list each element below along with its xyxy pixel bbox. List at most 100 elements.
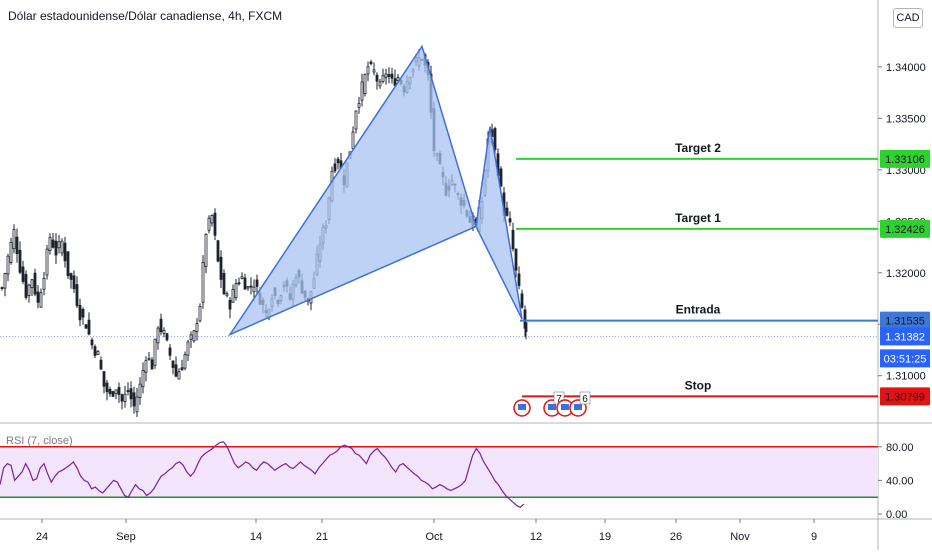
candle-body bbox=[514, 248, 518, 271]
candle-body bbox=[174, 364, 178, 377]
candle-body bbox=[249, 285, 253, 288]
candle-body bbox=[207, 217, 211, 231]
pattern-triangle-bcd bbox=[475, 126, 523, 320]
rsi-tick-label: 0.00 bbox=[886, 509, 907, 521]
candle-body bbox=[12, 229, 16, 250]
candle-body bbox=[3, 273, 7, 289]
event-count-box bbox=[579, 391, 591, 405]
price-tick-label: 1.32000 bbox=[886, 268, 926, 280]
candle-body bbox=[375, 74, 379, 82]
level-price-label-entrada: 1.31535 bbox=[885, 316, 925, 328]
candle-body bbox=[141, 370, 145, 388]
level-price-label-target-1: 1.32426 bbox=[885, 224, 925, 236]
candle-body bbox=[120, 394, 124, 402]
candle-body bbox=[54, 240, 58, 256]
candle-body bbox=[111, 391, 115, 397]
candle-body bbox=[0, 287, 4, 289]
candle-body bbox=[384, 73, 388, 78]
time-tick-label: 14 bbox=[250, 531, 262, 543]
economic-event-icon[interactable] bbox=[543, 391, 565, 417]
candle-body bbox=[240, 276, 244, 279]
candle-body bbox=[393, 78, 397, 86]
candle-body bbox=[99, 359, 103, 370]
time-tick-label: 24 bbox=[36, 531, 48, 543]
currency-button[interactable]: CAD bbox=[893, 8, 923, 28]
candle-body bbox=[9, 242, 13, 263]
candle-body bbox=[198, 305, 202, 322]
level-label-target-1: Target 1 bbox=[675, 211, 721, 225]
countdown-badge bbox=[880, 349, 930, 368]
candle-body bbox=[517, 273, 521, 286]
candle-body bbox=[192, 330, 196, 342]
candle-body bbox=[78, 304, 82, 321]
candle-body bbox=[159, 318, 163, 333]
candle-body bbox=[396, 77, 400, 81]
candle-body bbox=[75, 284, 79, 307]
candle-body bbox=[33, 272, 37, 295]
level-price-badge-target-1 bbox=[880, 219, 930, 238]
candle-body bbox=[90, 339, 94, 346]
candle-body bbox=[57, 241, 61, 249]
candle-body bbox=[505, 207, 509, 216]
level-label-target-2: Target 2 bbox=[675, 141, 721, 155]
candle-body bbox=[387, 74, 391, 77]
candle-body bbox=[378, 81, 382, 87]
flag-glyph bbox=[561, 404, 569, 410]
candle-body bbox=[252, 286, 256, 293]
candle-body bbox=[390, 73, 394, 79]
candle-body bbox=[168, 347, 172, 356]
candle-body bbox=[24, 274, 28, 298]
candle-body bbox=[234, 283, 238, 298]
candle-body bbox=[18, 249, 22, 273]
candle-body bbox=[147, 357, 151, 360]
candle-body bbox=[129, 388, 133, 400]
economic-event-icon[interactable] bbox=[513, 399, 531, 417]
time-tick-label: Sep bbox=[116, 531, 136, 543]
candle-body bbox=[102, 371, 106, 387]
time-tick-label: 12 bbox=[530, 531, 542, 543]
candle-body bbox=[183, 354, 187, 369]
candle-body bbox=[243, 277, 247, 290]
candle-body bbox=[123, 393, 127, 402]
flag-glyph bbox=[548, 404, 556, 410]
economic-event-icon[interactable] bbox=[569, 391, 591, 417]
candle-body bbox=[499, 168, 503, 187]
candle-body bbox=[108, 389, 112, 394]
candle-body bbox=[255, 279, 259, 287]
current-price-badge bbox=[880, 327, 930, 346]
candle-body bbox=[21, 266, 25, 282]
candle-body bbox=[96, 351, 100, 355]
price-tick-label: 1.33500 bbox=[886, 113, 926, 125]
event-count-label: 7 bbox=[556, 394, 562, 405]
candle-body bbox=[180, 367, 184, 371]
candle-body bbox=[237, 282, 241, 285]
time-tick-label: 9 bbox=[811, 531, 817, 543]
price-tick-label: 1.31000 bbox=[886, 371, 926, 383]
candle-body bbox=[126, 390, 130, 393]
candle-body bbox=[213, 212, 217, 236]
candle-body bbox=[228, 299, 232, 310]
candle-body bbox=[114, 389, 118, 394]
candle-body bbox=[354, 110, 358, 130]
rsi-title: RSI (7, close) bbox=[6, 435, 73, 447]
candle-body bbox=[87, 319, 91, 335]
candle-body bbox=[156, 327, 160, 344]
candle-body bbox=[520, 293, 524, 308]
candle-body bbox=[72, 275, 76, 290]
candle-body bbox=[69, 273, 73, 280]
candle-body bbox=[42, 277, 46, 290]
current-price-label: 1.31382 bbox=[885, 331, 925, 343]
candle-body bbox=[369, 61, 373, 65]
candle-body bbox=[231, 289, 235, 303]
candle-body bbox=[511, 229, 515, 250]
pattern-triangle-xab bbox=[227, 44, 477, 337]
candle-body bbox=[219, 256, 223, 280]
candle-body bbox=[372, 69, 376, 73]
level-price-label-target-2: 1.33106 bbox=[885, 154, 925, 166]
candle-body bbox=[162, 330, 166, 334]
candle-body bbox=[216, 240, 220, 262]
candle-body bbox=[60, 240, 64, 254]
candle-body bbox=[204, 233, 208, 267]
candle-body bbox=[210, 215, 214, 224]
